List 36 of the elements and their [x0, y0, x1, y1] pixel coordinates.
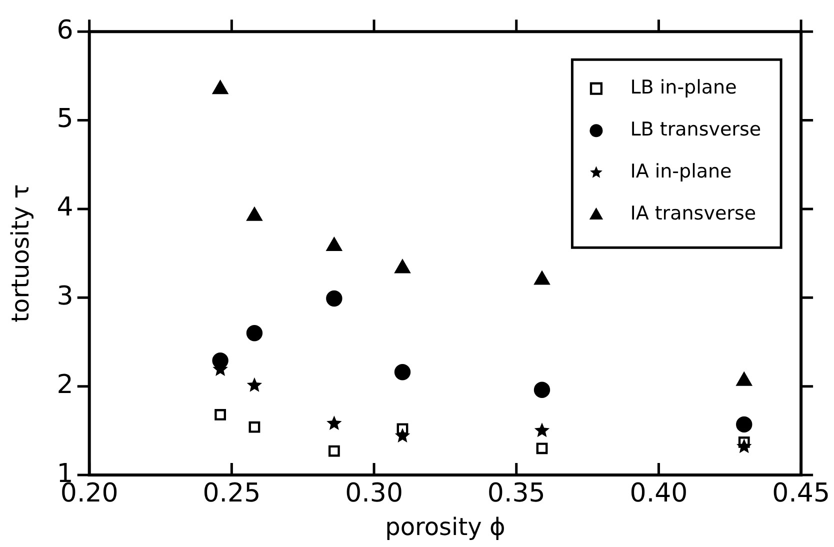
y-tick-label: 5: [56, 104, 74, 134]
y-tick-label: 2: [56, 370, 74, 400]
point: [326, 416, 342, 430]
point: [246, 377, 262, 392]
point: [246, 325, 263, 342]
legend-label: IA transverse: [630, 202, 756, 225]
legend-label: LB in-plane: [630, 76, 737, 99]
point: [326, 290, 342, 307]
point: [214, 409, 226, 420]
x-axis-title: porosity ϕ: [385, 512, 506, 541]
point: [534, 271, 550, 285]
x-tick-label: 0.35: [487, 478, 546, 508]
point: [534, 382, 550, 398]
point: [736, 372, 752, 386]
x-tick-label: 0.45: [772, 478, 830, 508]
legend-label: LB transverse: [630, 118, 762, 141]
point: [736, 438, 752, 454]
x-tick-label: 0.25: [202, 478, 261, 508]
y-tick-label: 6: [56, 15, 74, 46]
point: [248, 421, 260, 433]
point: [394, 364, 411, 380]
point: [246, 207, 262, 221]
point: [736, 416, 752, 433]
legend-label: IA in-plane: [630, 160, 732, 183]
point: [394, 260, 410, 274]
y-tick-label: 3: [56, 281, 74, 312]
x-tick-label: 0.40: [630, 478, 688, 508]
x-tick-label: 0.30: [345, 478, 403, 508]
point: [394, 428, 410, 442]
y-tick-label: 4: [56, 192, 74, 223]
point: [326, 238, 342, 252]
point: [212, 80, 228, 94]
point: [536, 442, 548, 454]
point: [534, 422, 550, 438]
y-axis-title: tortuosity τ: [6, 184, 35, 322]
point: [328, 445, 340, 457]
